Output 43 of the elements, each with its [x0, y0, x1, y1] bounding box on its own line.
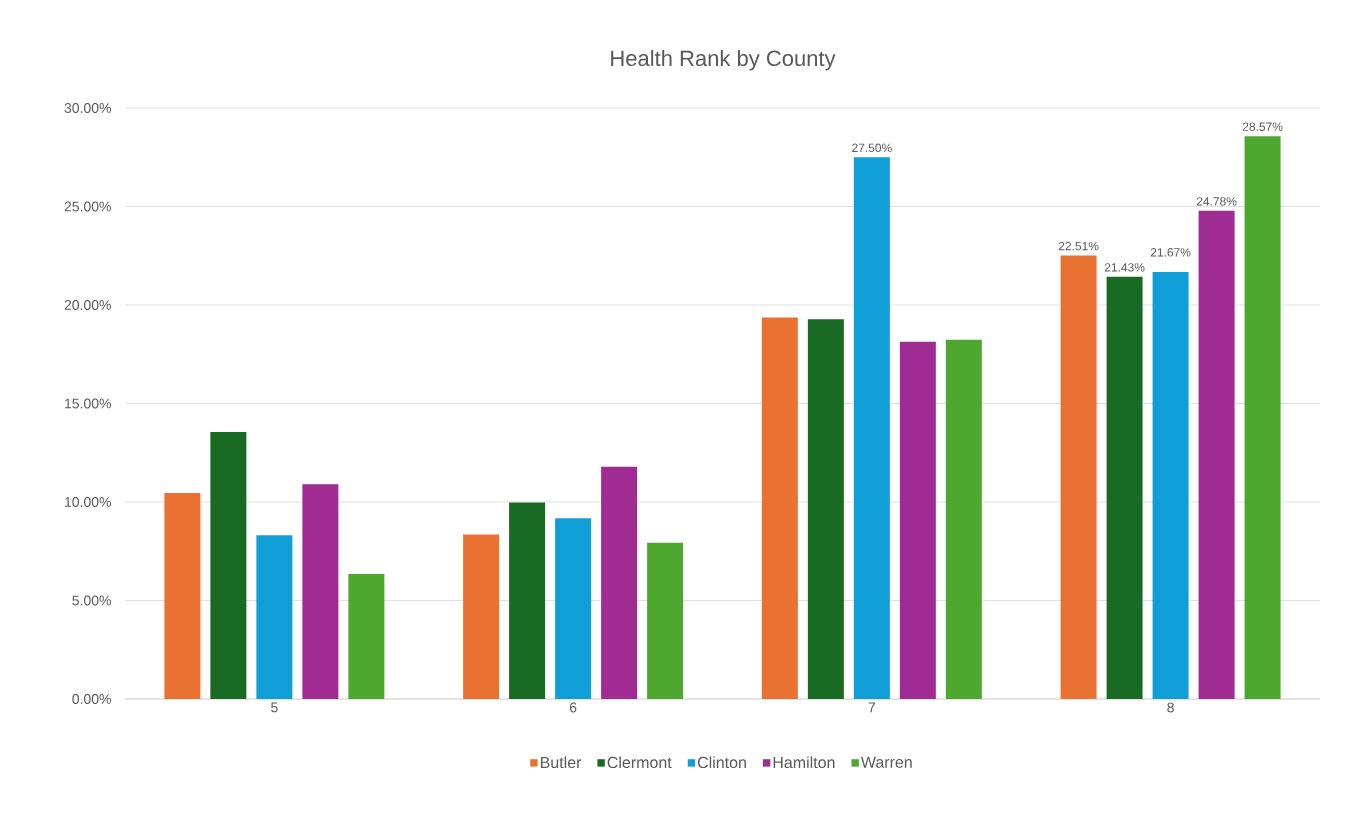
legend-label: Clinton: [697, 756, 746, 769]
bar: [899, 341, 936, 699]
bar: [1198, 210, 1235, 699]
y-tick-label: 10.00%: [65, 497, 111, 507]
data-label: 21.67%: [1150, 248, 1191, 257]
legend-label: Clermont: [607, 756, 672, 769]
x-tick-label: 6: [569, 702, 577, 713]
data-label: 21.43%: [1104, 263, 1145, 272]
data-label: 28.57%: [1242, 122, 1283, 131]
y-tick-label: 15.00%: [65, 398, 111, 409]
bar: [853, 157, 890, 699]
bar: [1060, 255, 1097, 699]
y-tick-label: 20.00%: [64, 300, 111, 310]
legend-label: Warren: [860, 756, 912, 768]
bar: [601, 466, 638, 699]
bar: [1244, 136, 1281, 699]
x-tick-label: 8: [1167, 702, 1174, 713]
data-label: 27.50%: [852, 143, 892, 153]
bar: [302, 484, 339, 699]
bar: [164, 492, 201, 699]
y-tick-label: 5.00%: [72, 595, 111, 606]
legend-label: Butler: [540, 756, 582, 769]
bar: [555, 518, 592, 699]
bar: [210, 432, 247, 699]
y-tick-label: 30.00%: [64, 103, 111, 113]
bar: [1106, 276, 1143, 699]
bar: [807, 319, 844, 699]
bar: [256, 535, 293, 699]
y-tick-label: 0.00%: [72, 694, 111, 704]
x-tick-label: 7: [868, 702, 876, 713]
bar: [761, 317, 798, 699]
data-label: 22.51%: [1058, 241, 1099, 251]
legend-label: Hamilton: [773, 756, 835, 769]
chart-title: Health Rank by County: [611, 49, 836, 71]
y-tick-label: 25.00%: [64, 201, 111, 212]
bar: [509, 502, 546, 699]
x-tick-label: 5: [271, 702, 278, 713]
bar: [647, 542, 684, 699]
bar: [463, 534, 500, 699]
bar: [945, 339, 982, 699]
bar: [1152, 272, 1189, 699]
bar: [348, 573, 385, 699]
data-label: 24.78%: [1196, 197, 1237, 206]
